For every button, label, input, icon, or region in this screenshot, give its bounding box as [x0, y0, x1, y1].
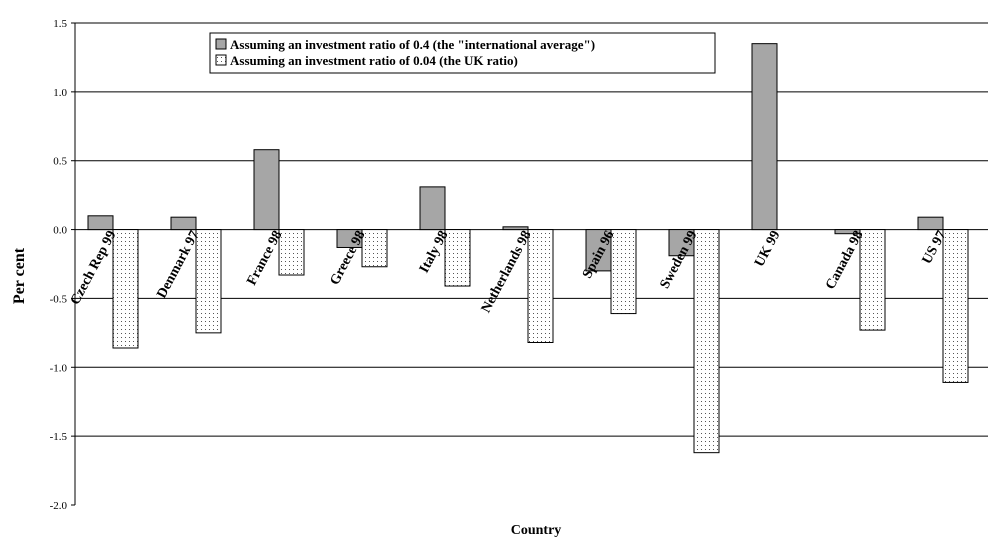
x-axis-title: Country	[511, 523, 562, 538]
bar-investment-0-04	[361, 229, 388, 268]
bar-investment-0-4	[419, 186, 446, 231]
bar-investment-0-04	[112, 229, 139, 349]
y-tick-label: 1.0	[53, 87, 67, 99]
legend-swatch	[215, 38, 227, 50]
y-tick-label: -2.0	[50, 500, 68, 512]
bar-investment-0-04	[859, 229, 886, 331]
bar-investment-0-04	[527, 229, 554, 343]
legend-label: Assuming an investment ratio of 0.4 (the…	[230, 37, 595, 52]
bar-investment-0-04	[278, 229, 305, 276]
bar-investment-0-04	[942, 229, 969, 383]
y-tick-label: 0.5	[53, 156, 67, 168]
bar-investment-0-04	[444, 229, 471, 287]
bar-investment-0-4	[668, 229, 695, 257]
legend-box	[209, 32, 716, 74]
bar-investment-0-4	[253, 149, 280, 231]
bar-investment-0-4	[917, 216, 944, 231]
category-label: Czech Rep 99	[68, 228, 120, 307]
category-label: UK 99	[752, 228, 783, 269]
category-label: Netherlands 98	[479, 228, 535, 315]
bar-investment-0-04	[693, 229, 720, 454]
bar-investment-0-4	[585, 229, 612, 272]
legend-swatch	[215, 54, 227, 66]
category-label: Denmark 97	[154, 228, 202, 301]
y-tick-label: -1.0	[50, 362, 68, 374]
y-tick-label: -1.5	[50, 431, 68, 443]
y-axis-title: Per cent	[11, 247, 28, 304]
bar-investment-0-4	[170, 216, 197, 231]
bar-investment-0-4	[751, 43, 778, 231]
y-tick-label: -0.5	[50, 293, 68, 305]
bar-investment-0-04	[610, 229, 637, 315]
legend-label: Assuming an investment ratio of 0.04 (th…	[230, 53, 518, 68]
y-tick-label: 1.5	[53, 18, 67, 30]
y-tick-label: 0.0	[53, 225, 67, 237]
bar-investment-0-04	[195, 229, 222, 334]
bar-investment-0-4	[502, 226, 529, 231]
bar-investment-0-4	[87, 215, 114, 231]
